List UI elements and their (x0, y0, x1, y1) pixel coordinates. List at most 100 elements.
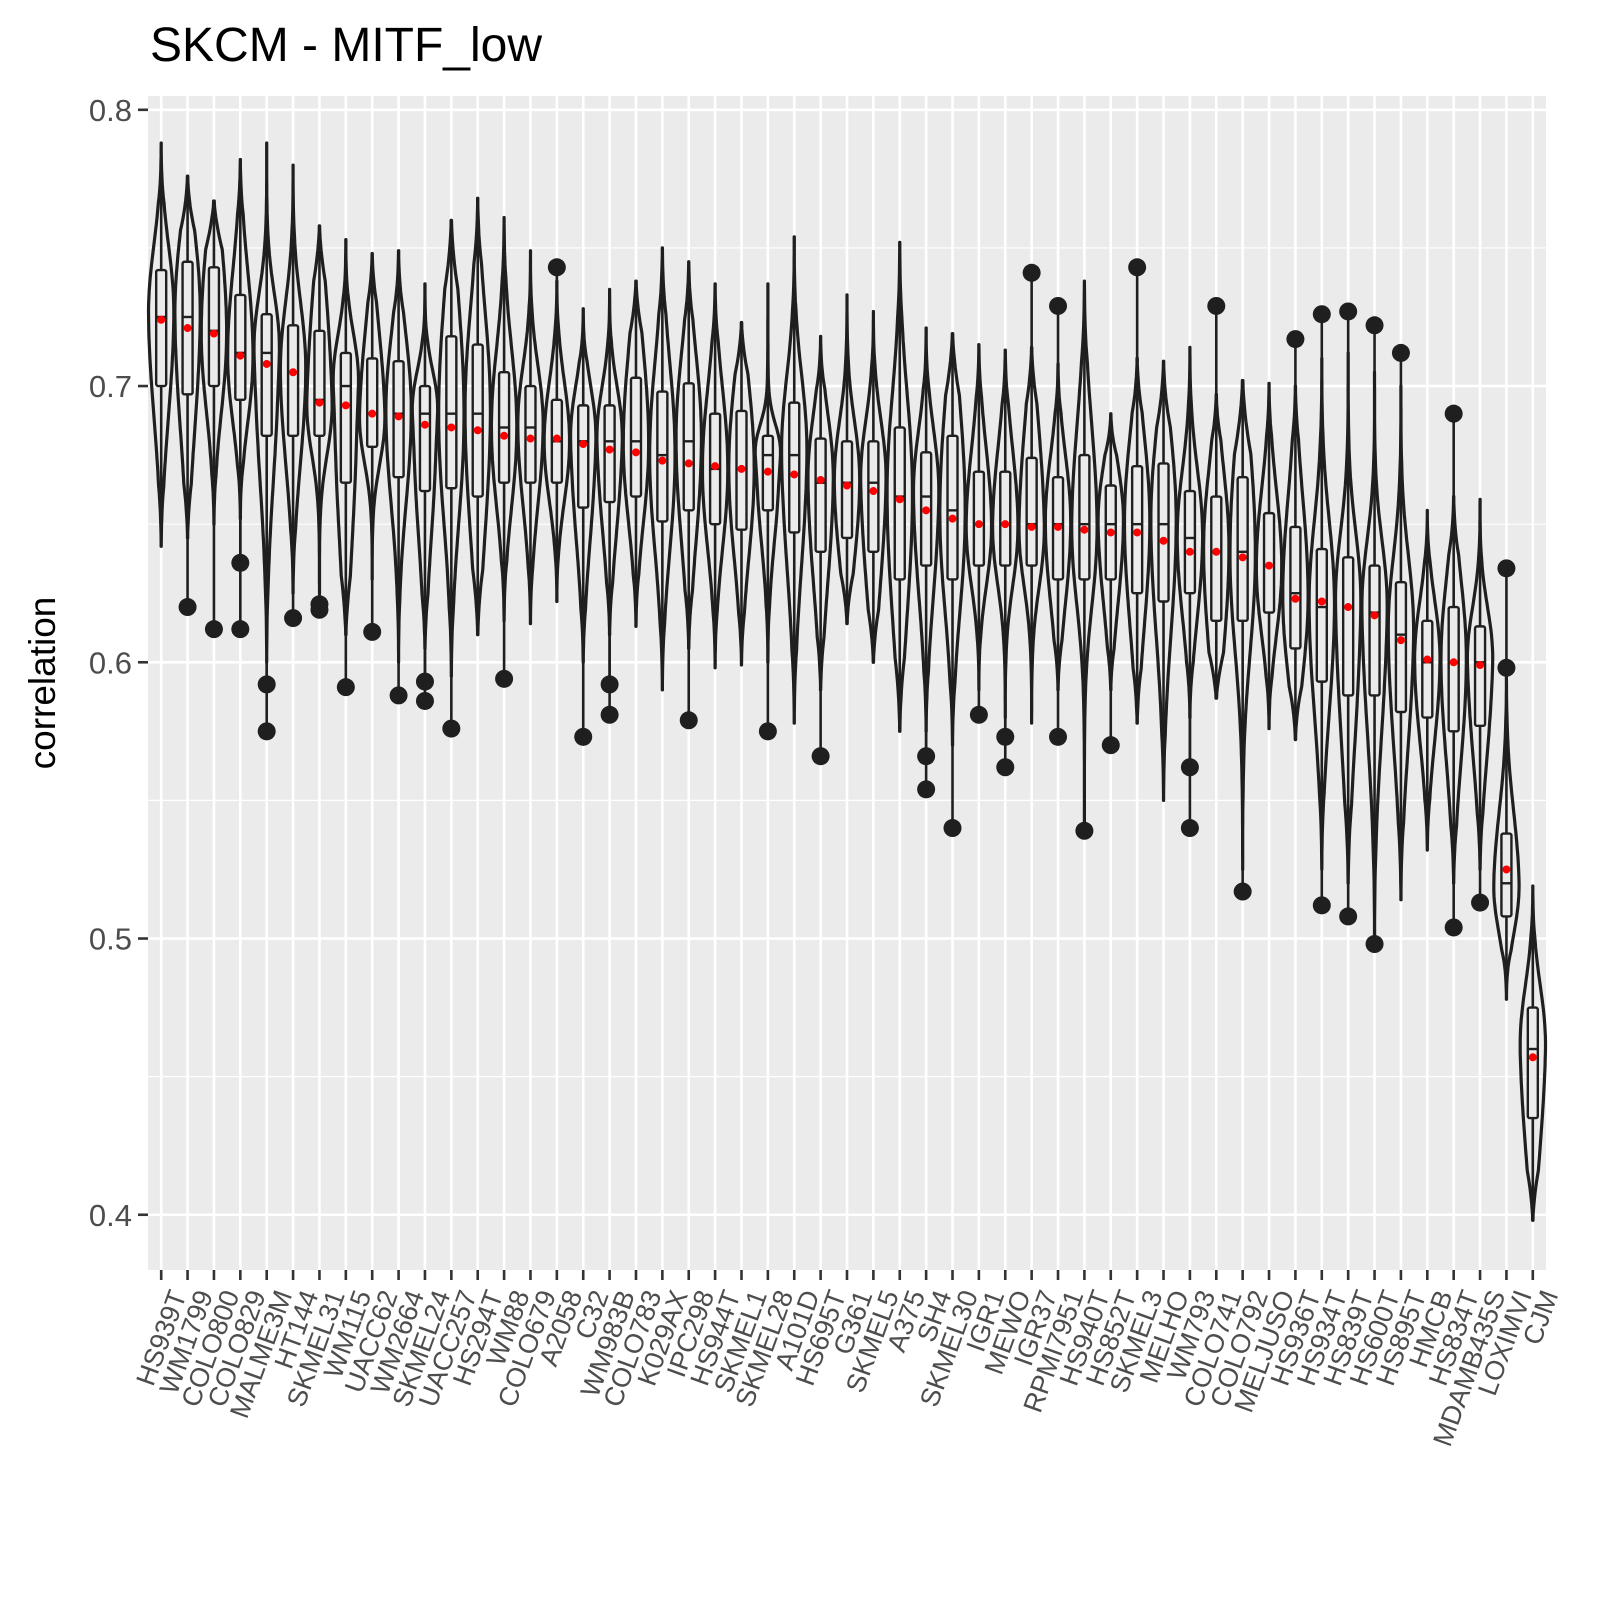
violin-group (516, 249, 545, 626)
violin-group (1228, 378, 1257, 901)
violin-group (384, 249, 413, 705)
mean-point (262, 359, 271, 368)
iqr-box (1210, 495, 1223, 623)
violin-outline (700, 282, 730, 670)
mean-point (1396, 636, 1405, 645)
violin-outline (489, 215, 519, 623)
violin-group (1439, 404, 1468, 937)
violin-group (938, 332, 967, 838)
violin-group (1017, 263, 1046, 725)
violin-group (1043, 296, 1073, 746)
iqr-box (1447, 605, 1460, 733)
violin-outline (885, 240, 914, 733)
violin-group (1360, 316, 1389, 954)
violin-group (832, 293, 862, 626)
violin-group (1307, 305, 1337, 915)
iqr-box (154, 268, 168, 388)
mean-point (631, 448, 640, 457)
mean-point (711, 462, 720, 471)
y-tick-label: 0.7 (89, 369, 132, 404)
violin-group (173, 174, 202, 617)
violin-group (991, 348, 1020, 777)
mean-point (157, 315, 166, 324)
iqr-box (972, 470, 986, 567)
y-tick-label: 0.5 (89, 922, 132, 957)
iqr-box (1500, 832, 1513, 918)
mean-point (500, 431, 509, 440)
violin-outline (991, 348, 1020, 720)
violin-outline (1228, 378, 1257, 872)
violin-group (753, 282, 783, 741)
mean-point (315, 398, 324, 407)
mean-point (737, 464, 746, 473)
violin-group (1175, 345, 1205, 838)
mean-point (473, 426, 482, 435)
mean-point (1238, 553, 1247, 562)
iqr-box (814, 437, 827, 553)
mean-point (1027, 522, 1036, 531)
violin-group (410, 282, 440, 710)
y-axis: 0.4 0.5 0.6 0.7 0.8 (89, 93, 148, 1233)
violin-group (437, 218, 466, 738)
mean-point (816, 475, 825, 484)
violin-outline (648, 246, 677, 692)
iqr-box (1289, 525, 1302, 650)
mean-point (1344, 603, 1353, 612)
y-tick-label: 0.4 (89, 1198, 132, 1233)
violin-group (727, 320, 756, 667)
mean-point (1106, 528, 1115, 537)
violin-group (1386, 343, 1416, 902)
mean-point (183, 324, 192, 333)
mean-point (1370, 611, 1379, 620)
violin-outline (305, 224, 334, 595)
mean-point (1476, 661, 1485, 670)
iqr-box (840, 440, 854, 540)
mean-point (763, 467, 772, 476)
violin-group (806, 334, 835, 766)
violin-group (199, 199, 229, 639)
violin-group (357, 251, 387, 641)
mean-point (790, 470, 799, 479)
mean-point (658, 456, 667, 465)
mean-point (974, 520, 983, 529)
violin-outline (173, 174, 202, 540)
y-tick-label: 0.8 (89, 93, 132, 128)
violin-group (1070, 279, 1099, 840)
violin-group (278, 163, 308, 628)
violin-outline (569, 307, 598, 664)
mean-point (1054, 522, 1063, 531)
iqr-box (577, 404, 590, 509)
iqr-box (1341, 556, 1355, 697)
violin-group (964, 343, 994, 724)
iqr-box (1368, 564, 1381, 697)
violin-outline (727, 320, 756, 667)
iqr-box (366, 357, 379, 449)
violin-outline (964, 343, 994, 692)
mean-point (1265, 561, 1274, 570)
mean-point (447, 423, 456, 432)
iqr-box (682, 382, 695, 512)
violin-group (911, 326, 941, 799)
violin-group (226, 157, 255, 639)
mean-point (1423, 655, 1432, 664)
violin-group (1492, 559, 1521, 1001)
mean-point (843, 481, 851, 490)
iqr-box (471, 343, 484, 498)
violin-group (1465, 497, 1495, 912)
iqr-box (999, 470, 1012, 567)
violin-outline (226, 157, 255, 521)
mean-point (236, 351, 245, 360)
mean-point (209, 329, 218, 338)
iqr-box (867, 440, 880, 553)
mean-point (341, 401, 350, 410)
violin-group (1096, 412, 1125, 755)
violin-outline (410, 282, 440, 651)
iqr-box (445, 335, 458, 490)
violin-group (648, 246, 677, 692)
y-tick-label: 0.6 (89, 645, 132, 680)
violin-outline (911, 326, 941, 733)
violin-group (1149, 359, 1178, 802)
iqr-box (946, 434, 959, 581)
violin-outline (806, 334, 835, 692)
iqr-box (286, 324, 300, 437)
